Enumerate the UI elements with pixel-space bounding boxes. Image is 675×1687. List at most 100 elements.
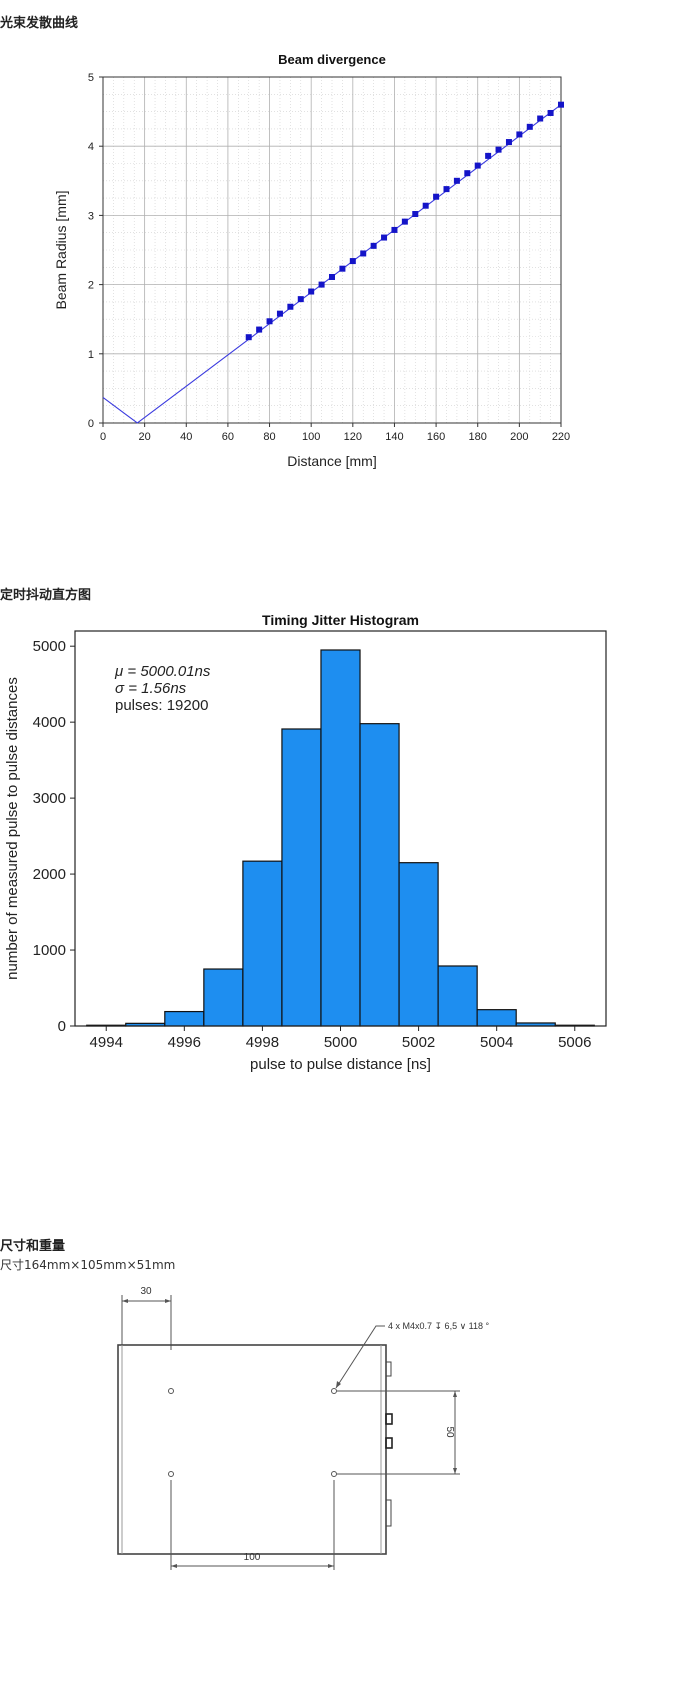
chart-title: Beam divergence [278, 52, 386, 67]
arrow-icon [453, 1391, 457, 1397]
y-tick-label: 2 [88, 280, 94, 292]
dim-label-right: 50 [444, 1426, 455, 1438]
data-point [485, 152, 492, 159]
data-point [526, 123, 533, 130]
data-point [339, 265, 346, 272]
data-point [422, 202, 429, 209]
y-tick-label: 4 [88, 141, 94, 153]
x-tick-label: 5002 [402, 1034, 435, 1051]
histogram-bar [320, 649, 361, 1027]
data-point [266, 318, 273, 325]
connector-icon [385, 1413, 393, 1425]
arrow-icon [328, 1564, 334, 1568]
timing-jitter-chart: 4994 4996 4998 5000 5002 5004 5006 0 1000 2000 300… [4, 612, 607, 1073]
y-axis-label: Beam Radius [mm] [53, 190, 69, 309]
x-tick-label: 20 [139, 431, 151, 443]
data-point [558, 101, 564, 108]
section-title-dimensions: 尺寸和重量 [0, 1239, 66, 1254]
y-tick-label: 0 [88, 418, 94, 430]
data-point [453, 177, 460, 184]
arrow-icon [165, 1299, 171, 1303]
y-tick-label: 4000 [33, 714, 66, 731]
histogram-bar [398, 862, 439, 1027]
x-tick-label: 5000 [324, 1034, 357, 1051]
section-title-beam: 光束发散曲线 [0, 16, 79, 31]
data-point [516, 131, 523, 138]
x-tick-label: 0 [100, 431, 106, 443]
y-tick-label: 2000 [33, 866, 66, 883]
histogram-bar [476, 1009, 517, 1027]
x-tick-label: 100 [302, 431, 320, 443]
data-point [401, 218, 408, 225]
data-point [495, 146, 502, 153]
data-point [433, 193, 440, 200]
mount-hole-icon [331, 1471, 337, 1477]
mount-hole-icon [331, 1388, 337, 1394]
data-point [287, 303, 294, 310]
x-tick-label: 5004 [480, 1034, 513, 1051]
dim-label-bottom: 100 [244, 1552, 261, 1563]
dimensions-subtitle: 尺寸164mm×105mm×51mm [0, 1258, 176, 1272]
dimension-drawing: 30 100 50 4 x M4x0.7 ↧ 6,5 ∨ 118 ° [117, 1286, 490, 1570]
data-point [276, 310, 283, 317]
stats-annotation: pulses: 19200 [115, 697, 208, 714]
y-axis-label: number of measured pulse to pulse distan… [4, 677, 21, 980]
y-tick-label: 0 [58, 1018, 66, 1035]
y-tick-label: 5000 [33, 638, 66, 655]
x-tick-label: 5006 [558, 1034, 591, 1051]
arrow-icon [336, 1381, 341, 1388]
mount-hole-icon [168, 1471, 174, 1477]
chart-title: Timing Jitter Histogram [262, 612, 419, 628]
x-tick-label: 140 [385, 431, 403, 443]
x-tick-label: 220 [552, 431, 570, 443]
beam-fit-line [102, 104, 562, 424]
data-point [381, 234, 388, 241]
connector-icon [385, 1437, 393, 1449]
y-tick-label: 5 [88, 72, 94, 84]
data-point [308, 288, 315, 295]
data-point [245, 334, 252, 341]
x-tick-label: 4998 [246, 1034, 279, 1051]
x-tick-label: 40 [180, 431, 192, 443]
x-tick-label: 4994 [90, 1034, 123, 1051]
histogram-bar [359, 723, 400, 1027]
histogram-bar [164, 1010, 205, 1027]
data-point [537, 115, 544, 122]
data-point [349, 258, 356, 265]
arrow-icon [122, 1299, 128, 1303]
x-tick-label: 60 [222, 431, 234, 443]
plot-frame [102, 76, 562, 424]
data-point [547, 109, 554, 116]
data-point [318, 281, 325, 288]
x-axis-label: Distance [mm] [287, 453, 376, 469]
thread-note: 4 x M4x0.7 ↧ 6,5 ∨ 118 ° [388, 1321, 490, 1331]
data-point [370, 242, 377, 249]
data-point [297, 296, 304, 303]
x-axis-label: pulse to pulse distance [ns] [250, 1056, 431, 1073]
x-tick-label: 160 [427, 431, 445, 443]
data-point [329, 273, 335, 280]
data-point [256, 326, 263, 333]
device-body-outline [117, 1344, 387, 1555]
histogram-bar [242, 860, 283, 1027]
data-point [505, 139, 512, 146]
histogram-bar [281, 728, 322, 1027]
x-tick-label: 180 [469, 431, 487, 443]
y-tick-label: 1 [88, 349, 94, 361]
arrow-icon [453, 1468, 457, 1474]
x-tick-label: 120 [344, 431, 362, 443]
dim-label-top: 30 [140, 1286, 152, 1297]
arrow-icon [171, 1564, 177, 1568]
x-tick-label: 4996 [168, 1034, 201, 1051]
thread-leader-line [335, 1325, 385, 1389]
mount-hole-icon [168, 1388, 174, 1394]
y-tick-label: 1000 [33, 942, 66, 959]
stats-annotation: σ = 1.56ns [115, 680, 187, 697]
data-point [474, 162, 481, 169]
stats-annotation: μ = 5000.01ns [114, 663, 211, 680]
y-tick-label: 3000 [33, 790, 66, 807]
data-point [464, 170, 471, 177]
beam-divergence-chart: 0 20 40 60 80 100 120 140 160 180 200 220 0 1 2 3 4 5 Beam… [53, 52, 570, 469]
histogram-bar [437, 965, 478, 1027]
section-title-jitter: 定时抖动直方图 [0, 588, 92, 603]
